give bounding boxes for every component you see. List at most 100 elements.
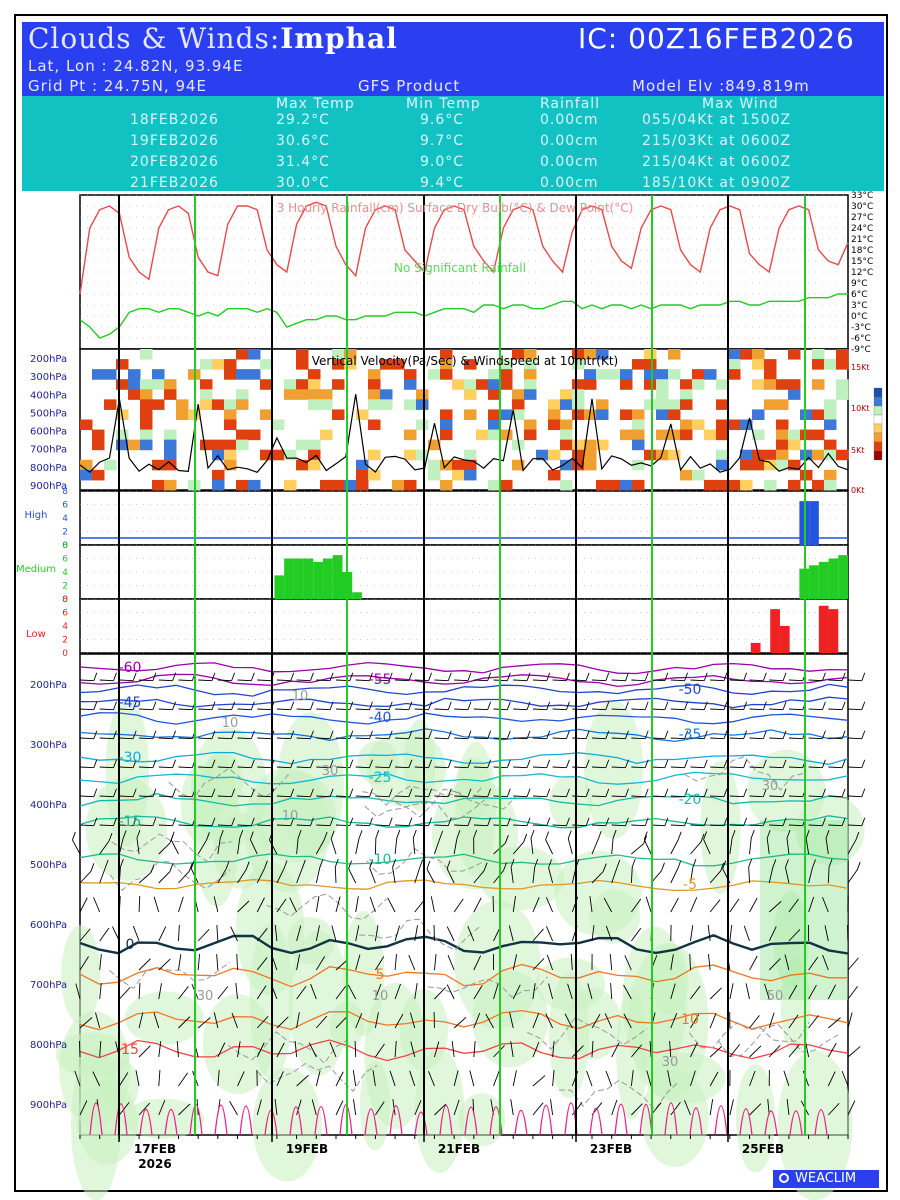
medium-cloud-bar	[274, 575, 285, 599]
vv-cell	[224, 359, 237, 370]
wind-barb	[237, 737, 252, 740]
wind-barb	[473, 708, 488, 711]
wind-barb-flag	[369, 817, 373, 826]
vv-cell	[680, 469, 693, 481]
y-tick-label: 18°C	[851, 246, 873, 256]
wind-barb	[651, 737, 665, 740]
wind-barb	[315, 896, 320, 913]
surface-contour	[439, 1104, 453, 1136]
wind-barb	[605, 925, 613, 942]
wind-barb	[611, 708, 626, 711]
wind-barb-flag	[388, 817, 393, 826]
wind-barb	[532, 928, 544, 942]
wind-barb	[136, 838, 140, 855]
wind-barb-flag	[219, 830, 224, 839]
wind-barb-flag	[664, 701, 669, 710]
humidity-blob	[549, 775, 593, 830]
wind-barb-flag	[546, 817, 551, 826]
vv-cell	[128, 369, 141, 380]
wind-barb-flag	[565, 817, 570, 826]
wind-barb	[670, 708, 685, 711]
wind-barb-flag	[545, 831, 550, 840]
wind-barb	[118, 838, 124, 855]
surface-contour	[414, 1111, 428, 1136]
cloud-tick-label: 8	[62, 595, 68, 605]
vv-cell	[404, 429, 417, 441]
wind-barb-flag	[467, 701, 472, 710]
vv-cell	[752, 359, 765, 370]
wind-barb	[473, 870, 485, 884]
vv-cell	[404, 379, 417, 390]
wind-barb-flag	[723, 788, 728, 797]
wind-barb	[469, 1070, 475, 1087]
vv-cell	[260, 409, 273, 420]
wind-barb	[749, 1070, 756, 1087]
vv-cell	[224, 409, 237, 420]
vv-cell	[752, 409, 765, 420]
humidity-blob	[646, 1052, 726, 1104]
vv-cell	[392, 479, 405, 491]
vv-cell	[308, 369, 321, 380]
vv-cell	[272, 419, 285, 431]
vv-cell	[788, 349, 801, 360]
vv-cell	[80, 469, 93, 481]
wind-barb	[828, 708, 843, 711]
vv-cell	[212, 449, 225, 461]
wind-barb	[369, 867, 376, 884]
humidity-blob	[735, 1064, 776, 1173]
vv-cell	[368, 469, 381, 481]
wind-barb	[217, 737, 232, 740]
wind-barb	[158, 737, 173, 740]
wind-barb-flag	[309, 759, 314, 768]
wind-barb	[749, 708, 764, 711]
x-axis-label: 21FEB	[438, 1142, 480, 1156]
wind-barb	[354, 1040, 357, 1058]
wind-barb	[808, 737, 823, 740]
wind-barb	[139, 795, 153, 798]
vv-cell	[524, 389, 537, 400]
vv-cell	[560, 419, 573, 431]
wind-barb-flag	[225, 861, 230, 870]
vv-cell	[668, 429, 681, 441]
wind-barb	[387, 897, 396, 913]
wind-barb-flag	[211, 730, 216, 739]
wind-barb	[808, 824, 823, 827]
wind-barb	[847, 737, 862, 740]
wind-barb	[329, 1041, 337, 1058]
wind-barb	[158, 842, 171, 855]
wind-barb	[139, 679, 153, 682]
wind-barb	[408, 954, 416, 971]
wind-barb	[454, 737, 468, 740]
vv-cell	[344, 349, 357, 360]
wind-barb	[788, 898, 799, 913]
wind-barb	[374, 983, 382, 1000]
wind-barb	[473, 824, 488, 827]
wind-barb	[395, 679, 409, 682]
wind-barb	[237, 1071, 245, 1087]
wind-barb-flag	[231, 672, 236, 681]
vv-cell	[632, 459, 645, 471]
wind-barb	[375, 737, 390, 740]
wind-barb	[430, 896, 435, 913]
vv-cell	[608, 479, 621, 491]
vv-cell	[104, 369, 117, 380]
wind-barb-flag	[723, 759, 728, 768]
vv-cell	[512, 439, 525, 451]
wind-barb-flag	[546, 730, 551, 739]
surface-contour	[314, 1106, 328, 1136]
wind-barb	[409, 1070, 416, 1087]
wind-barb	[572, 737, 587, 740]
wind-barb	[670, 795, 685, 798]
wind-barb	[808, 708, 823, 711]
humidity-blob	[455, 741, 497, 877]
wind-barb	[788, 1014, 799, 1029]
cloud-tick-label: 6	[62, 501, 68, 511]
y-tick-label: 6°C	[851, 290, 868, 300]
wind-barb	[690, 795, 705, 798]
wind-barb-flag	[612, 829, 617, 839]
wind-barb	[493, 870, 504, 884]
y-tick-label: 21°C	[851, 235, 873, 245]
wind-barb-flag	[644, 759, 649, 768]
vv-cell	[788, 389, 801, 400]
vv-cell	[812, 349, 825, 360]
